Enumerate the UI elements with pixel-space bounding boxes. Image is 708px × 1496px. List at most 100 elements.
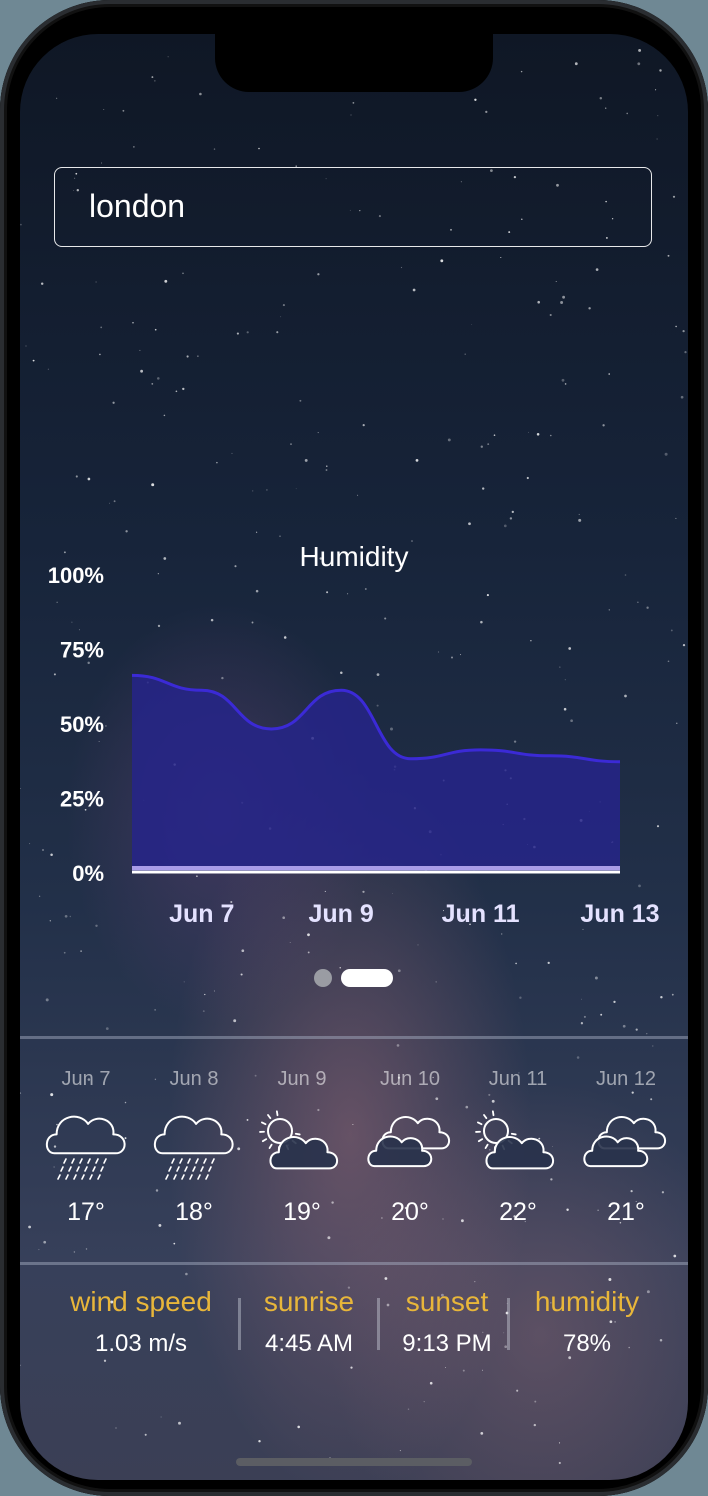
- star: [231, 452, 233, 454]
- rain-cloud-icon-graphic: [45, 1115, 126, 1180]
- star: [646, 606, 649, 609]
- star: [309, 1348, 312, 1350]
- star: [210, 618, 214, 622]
- star: [75, 475, 78, 478]
- star: [482, 487, 485, 490]
- star: [80, 950, 82, 952]
- star: [104, 724, 107, 727]
- star: [103, 1359, 107, 1362]
- page-indicator[interactable]: [314, 968, 404, 988]
- star: [657, 115, 659, 117]
- star: [578, 513, 580, 515]
- divider-top: [20, 1036, 688, 1039]
- star: [204, 993, 206, 996]
- y-tick-label: 0%: [72, 861, 104, 886]
- star: [550, 1302, 552, 1304]
- star: [624, 694, 627, 698]
- star: [437, 651, 440, 653]
- home-indicator[interactable]: [236, 1458, 472, 1466]
- star: [384, 1277, 388, 1280]
- star: [175, 390, 178, 393]
- divider-bottom: [20, 1262, 688, 1265]
- star: [154, 80, 156, 82]
- star: [241, 949, 245, 953]
- star: [246, 331, 249, 334]
- star: [287, 1345, 291, 1349]
- star: [56, 1123, 58, 1126]
- star: [105, 1027, 109, 1030]
- star: [324, 890, 326, 892]
- star: [29, 843, 31, 845]
- forecast-temp: 20°: [391, 1198, 429, 1226]
- star: [597, 1209, 599, 1211]
- star: [158, 1223, 162, 1227]
- star: [568, 647, 572, 650]
- star: [63, 951, 66, 954]
- star: [537, 300, 540, 304]
- star: [164, 279, 168, 283]
- star: [384, 617, 387, 620]
- forecast-day: Jun 8 18°: [140, 1064, 248, 1244]
- clouds-icon-graphic: [583, 1116, 667, 1168]
- star: [189, 920, 192, 922]
- star: [461, 1219, 464, 1223]
- page-dot-2-active[interactable]: [341, 969, 393, 987]
- star: [71, 621, 73, 623]
- star: [73, 1251, 76, 1253]
- star: [471, 324, 473, 325]
- star: [340, 671, 343, 675]
- forecast-temp: 22°: [499, 1198, 537, 1226]
- stat-label: humidity: [534, 1286, 640, 1317]
- stat-value: 78%: [562, 1330, 612, 1357]
- star: [163, 557, 167, 560]
- rain-cloud-icon: [140, 1100, 248, 1190]
- star: [550, 434, 552, 437]
- star: [659, 69, 662, 72]
- city-search-input[interactable]: london: [54, 167, 652, 247]
- star: [656, 825, 660, 828]
- rain-cloud-icon-graphic: [153, 1115, 234, 1180]
- star: [78, 629, 80, 631]
- weather-stats: wind speed 1.03 m/s sunrise 4:45 AM suns…: [40, 1282, 668, 1372]
- star: [671, 993, 674, 996]
- star: [213, 990, 215, 992]
- star: [230, 900, 233, 904]
- star: [520, 70, 523, 73]
- star: [339, 967, 341, 969]
- star: [326, 591, 329, 594]
- star: [560, 301, 564, 304]
- star: [53, 673, 56, 676]
- star: [299, 399, 302, 402]
- star: [101, 162, 103, 164]
- star: [675, 517, 677, 519]
- stat-humidity: humidity 78%: [512, 1282, 662, 1358]
- star: [675, 325, 677, 328]
- star: [167, 56, 169, 58]
- star: [684, 351, 687, 354]
- y-tick-label: 50%: [60, 712, 104, 737]
- star: [412, 288, 416, 292]
- star: [183, 981, 185, 983]
- star: [282, 916, 286, 920]
- forecast-temp: 18°: [175, 1198, 213, 1226]
- star: [534, 1400, 537, 1403]
- star: [157, 377, 160, 380]
- star: [352, 1123, 354, 1126]
- star: [267, 1344, 270, 1347]
- star: [673, 1254, 677, 1258]
- stat-sunrise: sunrise 4:45 AM: [244, 1282, 374, 1358]
- star: [199, 92, 202, 96]
- star: [69, 915, 72, 918]
- star: [350, 114, 352, 116]
- star: [635, 1028, 638, 1031]
- star: [349, 209, 351, 211]
- page-dot-1[interactable]: [314, 969, 332, 987]
- star: [637, 62, 641, 66]
- star: [347, 1286, 351, 1289]
- star: [95, 924, 98, 928]
- star: [503, 524, 507, 528]
- star: [64, 914, 68, 918]
- star: [317, 1108, 320, 1112]
- stat-value: 9:13 PM: [402, 1330, 492, 1357]
- star: [154, 328, 157, 331]
